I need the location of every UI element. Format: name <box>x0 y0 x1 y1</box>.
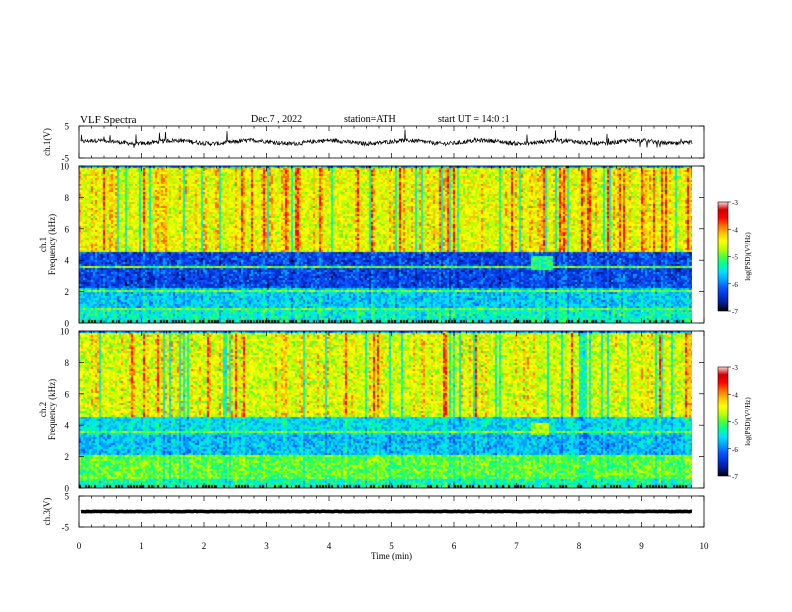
ch1-waveform-ytick-label: -5 <box>62 154 70 164</box>
ch1-spectrogram-ylabel: ch.1 <box>38 237 48 252</box>
x-tick-label: 1 <box>139 541 144 551</box>
ch1-spectrogram-ytick-label: 6 <box>65 224 70 234</box>
ch1-spectrogram-colorbar-tick-label: -6 <box>732 281 738 289</box>
ch1-spectrogram-ytick-label: 8 <box>65 193 70 203</box>
x-tick-label: 6 <box>452 541 457 551</box>
figure-station: station=ATH <box>344 114 396 125</box>
ch1-waveform-ylabel: ch.1(V) <box>42 128 52 156</box>
ch1-spectrogram-colorbar-tick-label: -4 <box>732 226 738 234</box>
x-tick-label: 0 <box>77 541 82 551</box>
x-tick-label: 3 <box>264 541 269 551</box>
ch1-waveform-trace <box>80 129 693 148</box>
ch1-spectrogram-heatmap-image <box>79 166 692 323</box>
x-tick-label: 7 <box>514 541 519 551</box>
ch2-spectrogram-ylabel: Frequency (kHz) <box>47 379 57 440</box>
ch1-spectrogram-ytick-label: 10 <box>60 162 70 172</box>
x-tick-label: 4 <box>327 541 332 551</box>
ch3-waveform-ytick-label: -5 <box>62 523 70 533</box>
ch2-spectrogram-ytick-label: 2 <box>65 452 70 462</box>
ch2-spectrogram-ytick-label: 10 <box>60 327 70 337</box>
ch2-spectrogram-ytick-label: 4 <box>65 421 70 431</box>
ch3-waveform-ytick-label: 5 <box>65 492 70 502</box>
ch2-spectrogram-colorbar-tick-label: -5 <box>732 419 738 427</box>
ch1-spectrogram-ytick-label: 2 <box>65 287 70 297</box>
ch2-spectrogram-heatmap-image <box>79 331 692 488</box>
ch1-waveform-ytick-label: 5 <box>65 122 70 132</box>
x-tick-label: 9 <box>639 541 644 551</box>
ch2-spectrogram-colorbar-tick-label: -7 <box>732 473 738 481</box>
ch2-spectrogram-colorbar-label: log(PSD)(V²/Hz) <box>744 397 752 446</box>
figure-start-time: start UT = 14:0 :1 <box>438 114 510 125</box>
ch3-waveform-ylabel: ch.3(V) <box>42 498 52 526</box>
x-tick-label: 2 <box>202 541 207 551</box>
ch1-spectrogram-colorbar-tick-label: -5 <box>732 254 738 262</box>
figure-title: VLF Spectra <box>80 114 137 126</box>
ch2-spectrogram-colorbar-tick-label: -3 <box>732 364 738 372</box>
ch1-spectrogram-colorbar <box>717 201 729 312</box>
ch2-spectrogram-ylabel: ch.2 <box>38 402 48 417</box>
ch2-spectrogram-ytick-label: 6 <box>65 389 70 399</box>
ch2-spectrogram-colorbar-tick-label: -6 <box>732 446 738 454</box>
ch1-spectrogram-colorbar-label: log(PSD)(V²/Hz) <box>744 232 752 281</box>
x-tick-label: 10 <box>700 541 710 551</box>
x-axis-label: Time (min) <box>371 551 412 561</box>
ch1-spectrogram-ytick-label: 4 <box>65 256 70 266</box>
ch2-spectrogram-colorbar <box>717 366 729 477</box>
ch1-spectrogram-colorbar-tick-label: -7 <box>732 308 738 316</box>
ch1-spectrogram-ytick-label: 0 <box>65 319 70 329</box>
ch2-spectrogram-ytick-label: 8 <box>65 358 70 368</box>
x-tick-label: 8 <box>577 541 582 551</box>
ch2-spectrogram-ytick-label: 0 <box>65 484 70 494</box>
ch1-spectrogram-colorbar-tick-label: -3 <box>732 199 738 207</box>
x-tick-label: 5 <box>389 541 394 551</box>
ch2-spectrogram-colorbar-tick-label: -4 <box>732 391 738 399</box>
ch1-spectrogram-ylabel: Frequency (kHz) <box>47 214 57 275</box>
figure-date: Dec.7 , 2022 <box>251 114 303 125</box>
